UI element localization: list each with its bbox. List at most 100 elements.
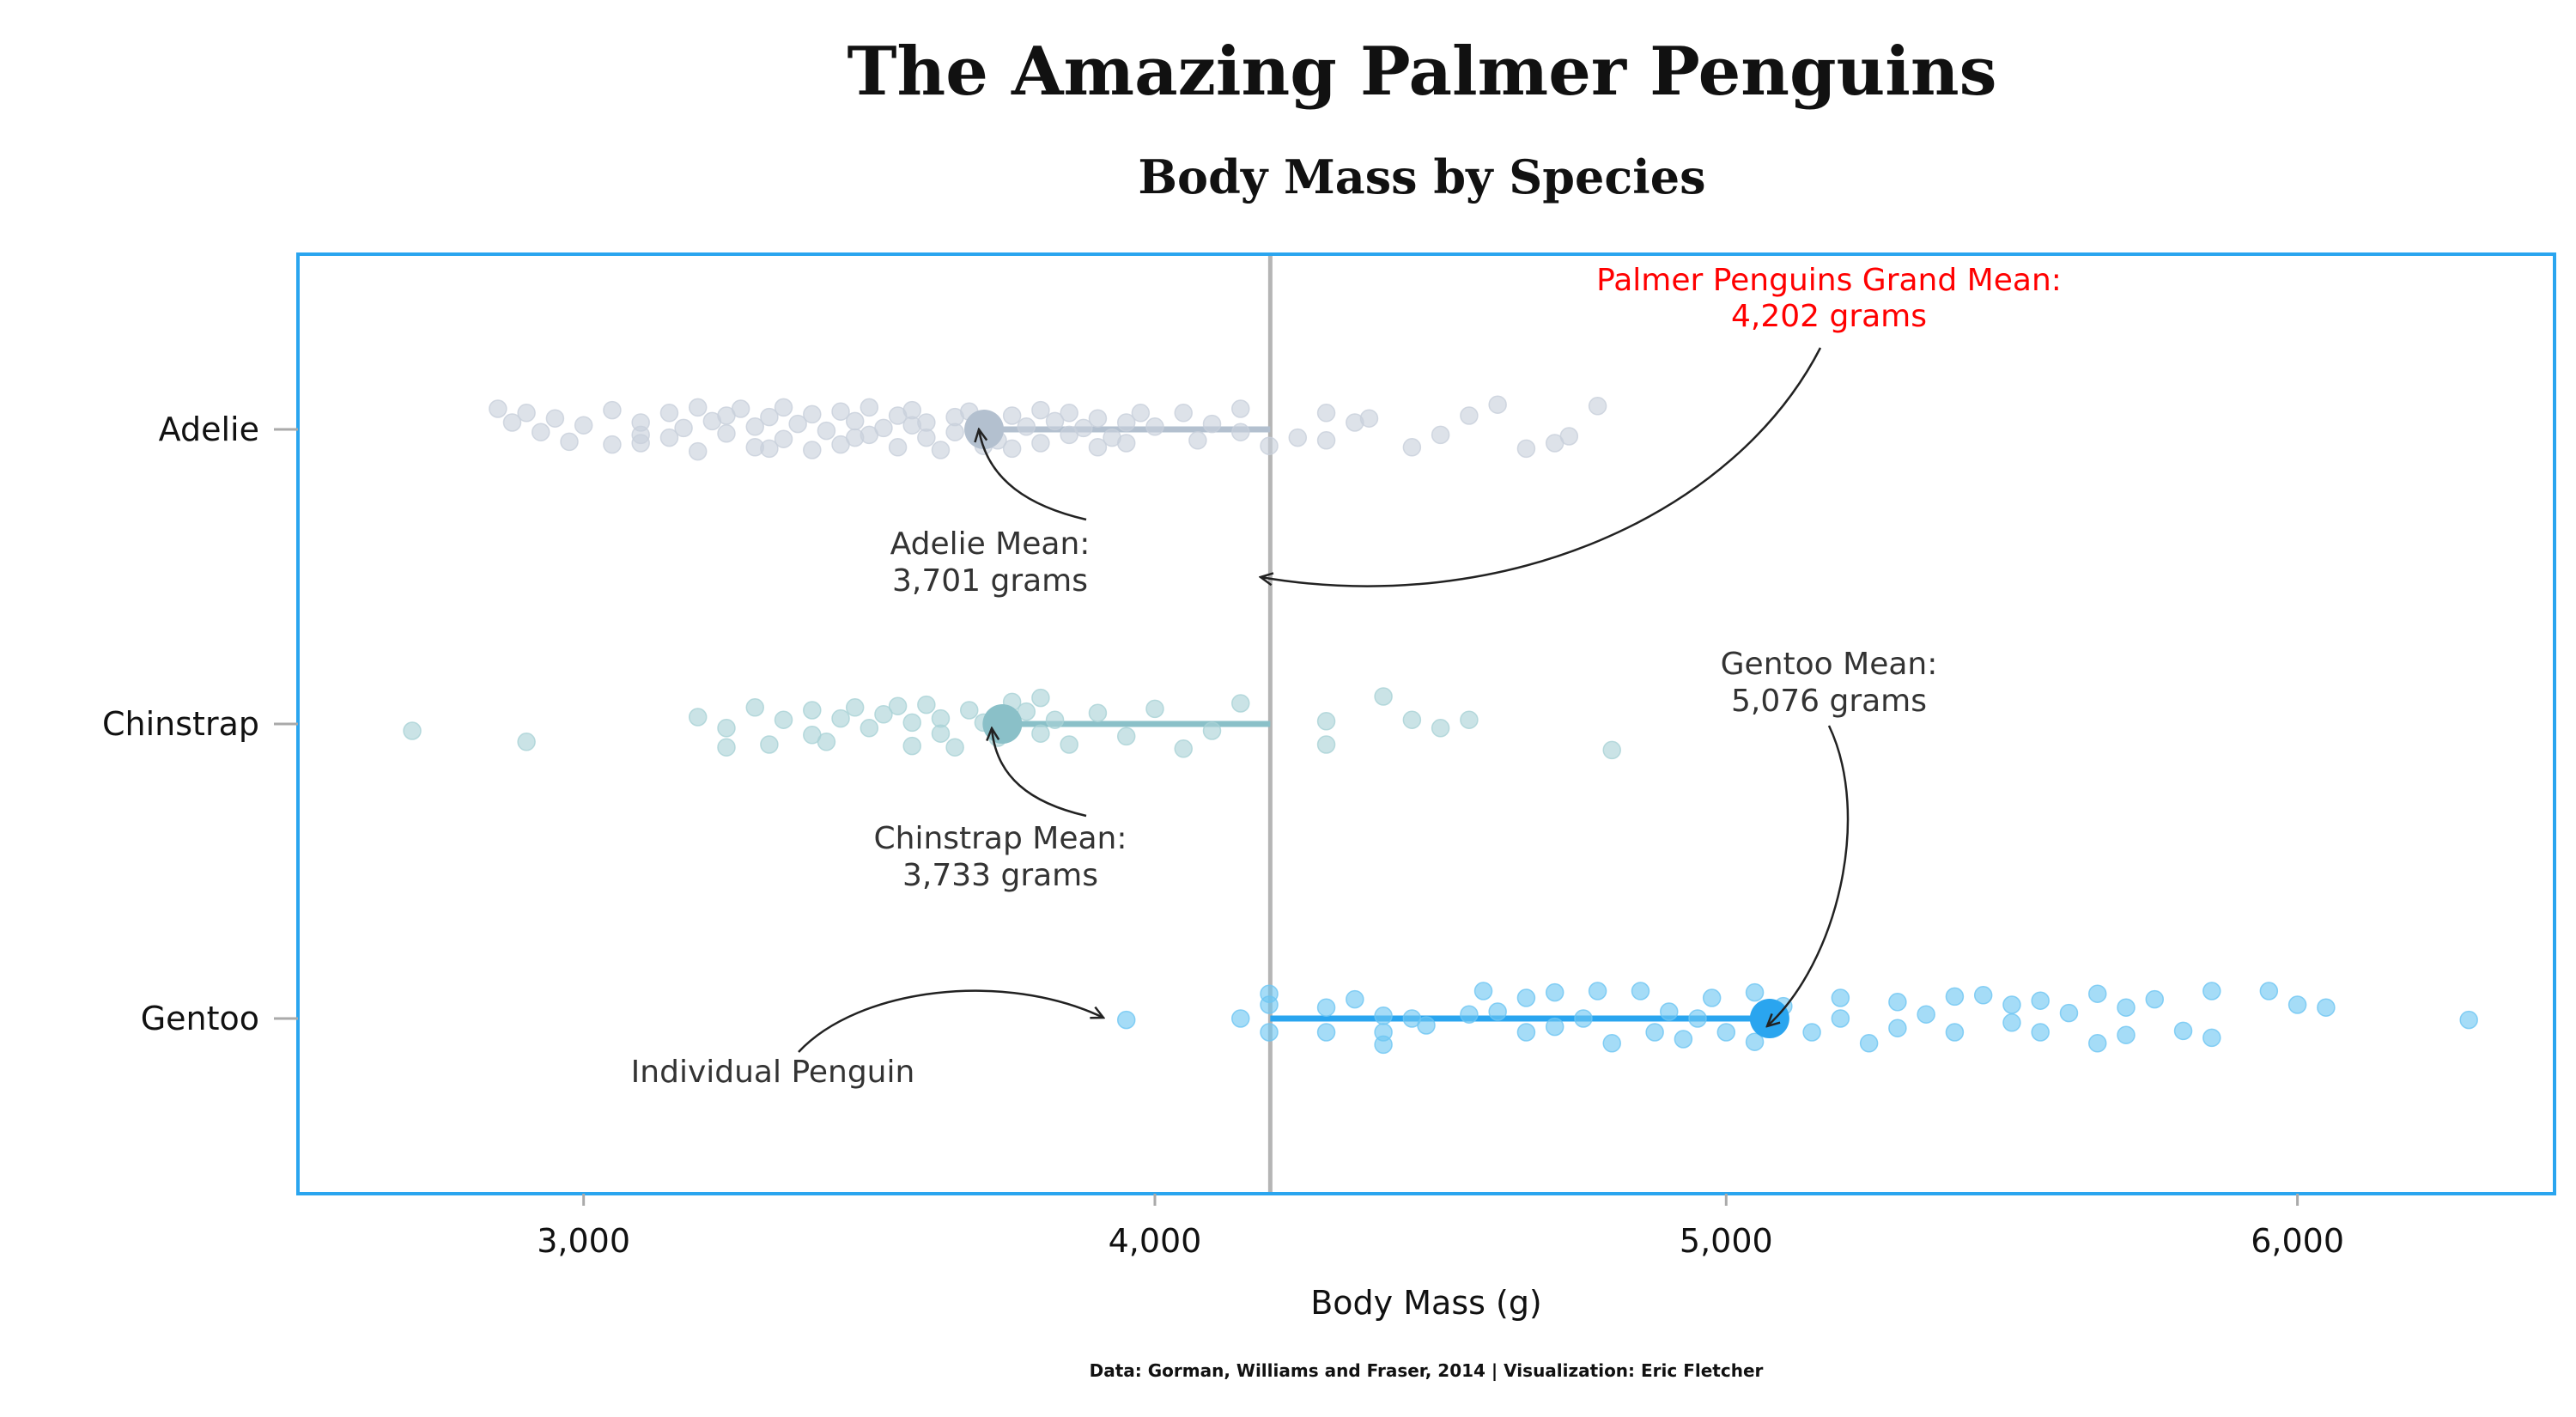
adelie-point [1402,438,1422,457]
gentoo-point [2287,995,2307,1014]
chinstrap-point [803,701,822,720]
gentoo-point [1588,982,1607,1000]
caption: Data: Gorman, Williams and Fraser, 2014 … [1090,1360,1764,1381]
chinstrap-mean-label-line2: 3,733 grams [902,858,1098,893]
gentoo-point [1574,1009,1593,1028]
gentoo-point [1545,1017,1564,1037]
adelie-point [1116,413,1136,432]
gentoo-point [2202,1028,2221,1048]
gentoo-point [1316,998,1336,1017]
gentoo-point [1859,1034,1879,1053]
chinstrap-point [874,705,893,724]
gentoo-point [2173,1021,2193,1041]
adelie-point [532,423,550,441]
adelie-point [817,421,836,441]
chinstrap-point [1174,739,1193,758]
adelie-point [831,402,850,421]
adelie-point [502,413,522,432]
adelie-point [1116,434,1136,453]
adelie-point [845,428,865,447]
chinstrap-point [902,736,921,756]
adelie-point [688,441,708,461]
adelie-point [1017,417,1036,436]
gentoo-point [1260,1023,1279,1042]
grand-mean-label-line2: 4,202 grams [1731,299,1927,334]
gentoo-point [1831,1009,1850,1028]
y-tick-label-chinstrap: Chinstrap [102,705,259,743]
adelie-point [1002,406,1022,425]
chinstrap-point [902,713,921,733]
gentoo-point [1346,989,1364,1009]
adelie-point [574,416,593,435]
chinstrap-point [817,733,836,751]
adelie-point [560,432,579,452]
gentoo-point [1460,1005,1479,1024]
chinstrap-point [774,710,793,729]
plot-frame [296,252,2556,1195]
gentoo-point [1802,1023,1821,1042]
adelie-point [845,411,865,431]
gentoo-point [1374,1035,1393,1055]
chinstrap-point [717,738,736,757]
adelie-point [688,398,708,417]
adelie-point [659,404,679,423]
adelie-point [803,441,822,459]
adelie-mean-point [964,410,1005,449]
y-tick-label-adelie: Adelie [159,411,259,448]
gentoo-point [1660,1002,1679,1021]
chinstrap-point [403,721,422,740]
adelie-point [1031,400,1050,420]
chinstrap-point [1116,727,1136,746]
chinstrap-point [945,738,964,757]
gentoo-mean-point [1749,999,1789,1038]
adelie-point [545,409,565,428]
gentoo-point [1488,1002,1507,1021]
chinstrap-point [1060,735,1078,754]
adelie-point [1316,404,1336,423]
x-tick-label: 4,000 [1109,1222,1202,1260]
adelie-point [860,398,879,417]
gentoo-point [2202,982,2221,1000]
gentoo-point [1945,987,1965,1006]
adelie-point [717,424,736,443]
chinstrap-point [1460,710,1479,729]
adelie-point [1288,428,1308,447]
chinstrap-point [1088,703,1108,722]
chart-title: The Amazing Palmer Penguins [848,33,1997,111]
adelie-point [731,399,750,418]
chinstrap-point [888,696,908,715]
adelie-mean-label-line2: 3,701 grams [892,563,1088,599]
adelie-point [803,404,822,424]
gentoo-point [1545,982,1564,1002]
adelie-point [1074,418,1093,438]
chinstrap-point [917,695,936,715]
gentoo-point [1231,1009,1250,1028]
adelie-point [760,407,779,427]
adelie-point [1088,409,1108,428]
gentoo-point [1116,1010,1136,1030]
chinstrap-point [1202,721,1222,740]
gentoo-point [1516,1023,1536,1042]
chinstrap-point [1374,687,1393,706]
chinstrap-point [1602,740,1621,760]
adelie-point [1316,431,1336,450]
gentoo-point [2117,1025,2136,1044]
grand-mean-arrow [1261,347,1822,587]
y-tick-label-gentoo: Gentoo [141,1000,259,1037]
gentoo-point [1688,1009,1707,1028]
chinstrap-point [1316,712,1336,731]
adelie-point [1131,404,1151,423]
grand-mean-label-line1: Palmer Penguins Grand Mean: [1596,263,2062,298]
adelie-point [788,414,807,434]
x-axis-title: Body Mass (g) [1310,1284,1542,1322]
gentoo-point [2317,998,2336,1017]
adelie-point [1588,397,1607,416]
adelie-point [1260,436,1279,455]
adelie-point [1088,438,1108,457]
gentoo-point [1702,988,1722,1007]
adelie-point [489,399,507,418]
adelie-point [603,435,622,454]
chinstrap-point [717,719,736,738]
gentoo-point [2002,995,2021,1014]
